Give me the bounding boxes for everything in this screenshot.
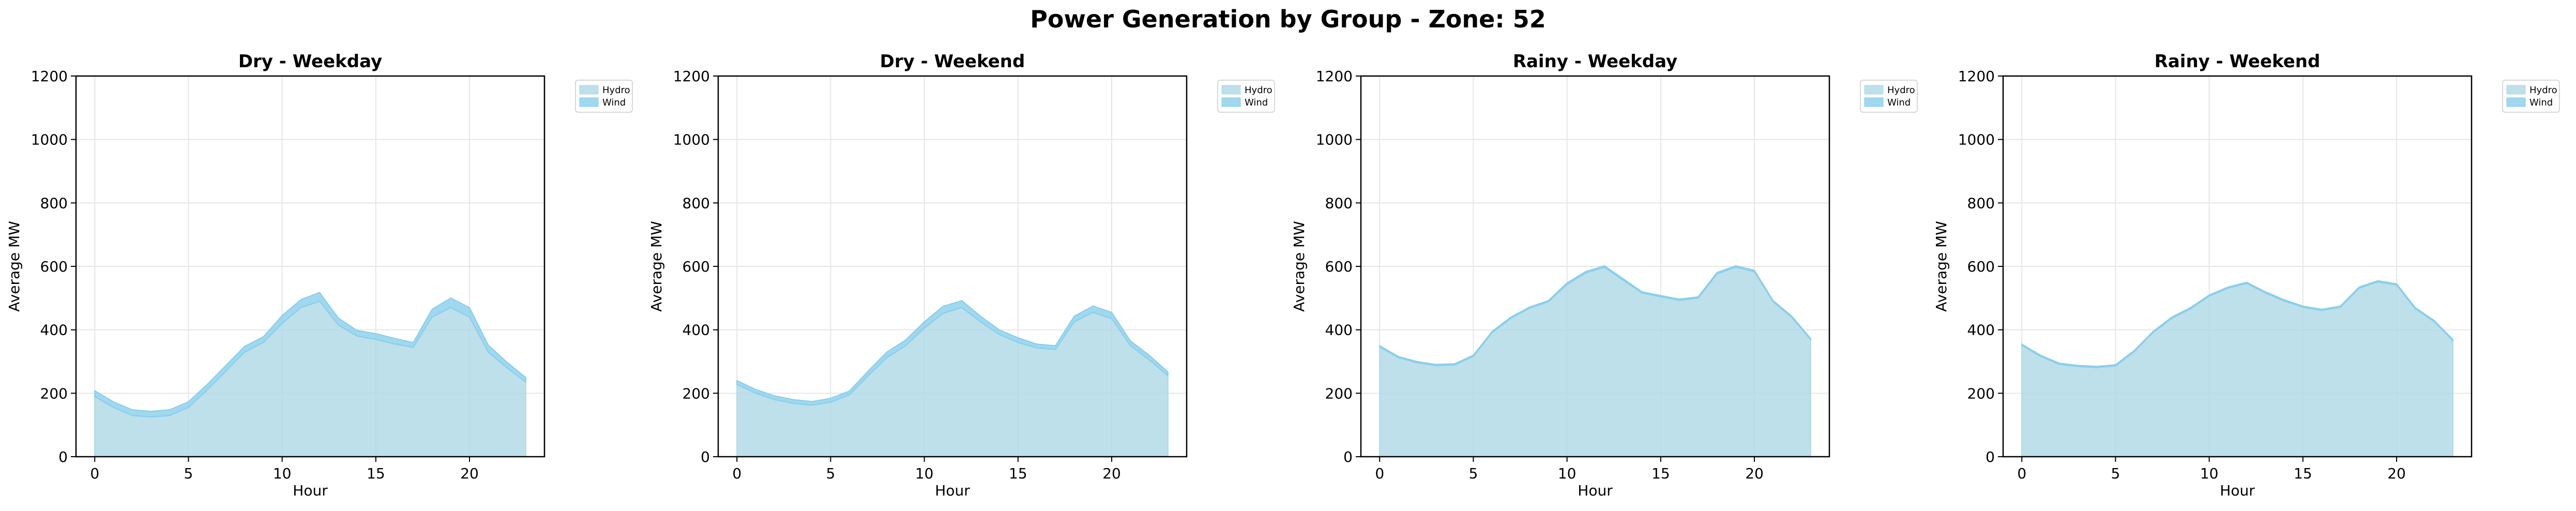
y-tick-label: 1000 (31, 131, 68, 148)
y-tick-label: 600 (683, 258, 710, 275)
y-tick-label: 200 (40, 385, 68, 402)
x-tick-label: 10 (2200, 465, 2219, 482)
y-tick-label: 1000 (1316, 131, 1353, 148)
legend-label-hydro: Hydro (1245, 85, 1272, 96)
y-tick-label: 400 (1325, 322, 1353, 339)
y-tick-label: 200 (683, 385, 710, 402)
legend-swatch-wind (2506, 97, 2526, 107)
x-tick-label: 10 (273, 465, 292, 482)
y-tick-label: 1000 (1958, 131, 1995, 148)
y-axis-label: Average MW (648, 221, 665, 312)
y-axis-label: Average MW (1933, 221, 1950, 312)
y-tick-label: 1200 (1316, 68, 1353, 85)
x-tick-label: 15 (1651, 465, 1670, 482)
legend-label-wind: Wind (1245, 97, 1268, 108)
y-axis-label: Average MW (1291, 221, 1308, 312)
x-tick-label: 10 (1558, 465, 1577, 482)
x-tick-label: 5 (184, 465, 193, 482)
x-tick-label: 5 (826, 465, 836, 482)
legend-swatch-wind (579, 97, 599, 107)
legend-label-wind: Wind (2529, 97, 2553, 108)
legend-label-wind: Wind (1887, 97, 1911, 108)
y-tick-label: 400 (40, 322, 68, 339)
area-wind (94, 292, 526, 418)
y-tick-label: 0 (701, 448, 710, 465)
area-wind (1379, 265, 1811, 367)
x-axis-label: Hour (293, 482, 328, 499)
x-tick-label: 20 (1745, 465, 1764, 482)
subplot-title: Rainy - Weekday (1513, 51, 1677, 72)
x-axis-label: Hour (935, 482, 970, 499)
legend-swatch-hydro (579, 85, 599, 95)
area-hydro (94, 300, 526, 457)
x-axis-label: Hour (2220, 482, 2255, 499)
legend-label-wind: Wind (602, 97, 626, 108)
y-tick-label: 800 (683, 194, 710, 212)
x-tick-label: 5 (2111, 465, 2120, 482)
subplot-title: Rainy - Weekend (2155, 51, 2321, 72)
x-tick-label: 10 (915, 465, 934, 482)
legend-label-hydro: Hydro (602, 85, 630, 96)
legend-swatch-wind (1864, 97, 1884, 107)
y-tick-label: 600 (1967, 258, 1995, 275)
y-tick-label: 1200 (673, 68, 710, 85)
legend-label-hydro: Hydro (2529, 85, 2557, 96)
y-tick-label: 800 (1967, 194, 1995, 212)
x-tick-label: 15 (1009, 465, 1027, 482)
x-tick-label: 15 (2294, 465, 2312, 482)
area-wind (2021, 280, 2453, 368)
x-axis-label: Hour (1578, 482, 1613, 499)
y-tick-label: 400 (683, 322, 710, 339)
y-tick-label: 200 (1967, 385, 1995, 402)
x-tick-label: 20 (2387, 465, 2406, 482)
y-tick-label: 1200 (1958, 68, 1995, 85)
y-tick-label: 1000 (673, 131, 710, 148)
y-tick-label: 800 (40, 194, 68, 212)
figure-title: Power Generation by Group - Zone: 52 (1030, 5, 1546, 33)
y-tick-label: 0 (1343, 448, 1353, 465)
x-tick-label: 0 (1375, 465, 1384, 482)
y-tick-label: 800 (1325, 194, 1353, 212)
x-tick-label: 20 (1102, 465, 1121, 482)
legend-swatch-hydro (2506, 85, 2526, 95)
x-tick-label: 15 (367, 465, 385, 482)
y-tick-label: 0 (1986, 448, 1995, 465)
y-tick-label: 400 (1967, 322, 1995, 339)
x-tick-label: 0 (2017, 465, 2026, 482)
legend-swatch-wind (1221, 97, 1241, 107)
y-tick-label: 200 (1325, 385, 1353, 402)
y-tick-label: 0 (58, 448, 68, 465)
legend-swatch-hydro (1864, 85, 1884, 95)
area-hydro (2021, 281, 2453, 457)
x-tick-label: 0 (732, 465, 741, 482)
x-tick-label: 0 (90, 465, 99, 482)
subplot-title: Dry - Weekday (238, 51, 382, 72)
legend-swatch-hydro (1221, 85, 1241, 95)
legend-label-hydro: Hydro (1887, 85, 1915, 96)
x-tick-label: 5 (1469, 465, 1478, 482)
area-hydro (1379, 266, 1811, 457)
subplot-title: Dry - Weekend (880, 51, 1025, 72)
y-tick-label: 600 (1325, 258, 1353, 275)
area-wind (736, 300, 1169, 406)
x-tick-label: 20 (460, 465, 479, 482)
y-tick-label: 1200 (31, 68, 68, 85)
y-axis-label: Average MW (6, 221, 23, 312)
y-tick-label: 600 (40, 258, 68, 275)
